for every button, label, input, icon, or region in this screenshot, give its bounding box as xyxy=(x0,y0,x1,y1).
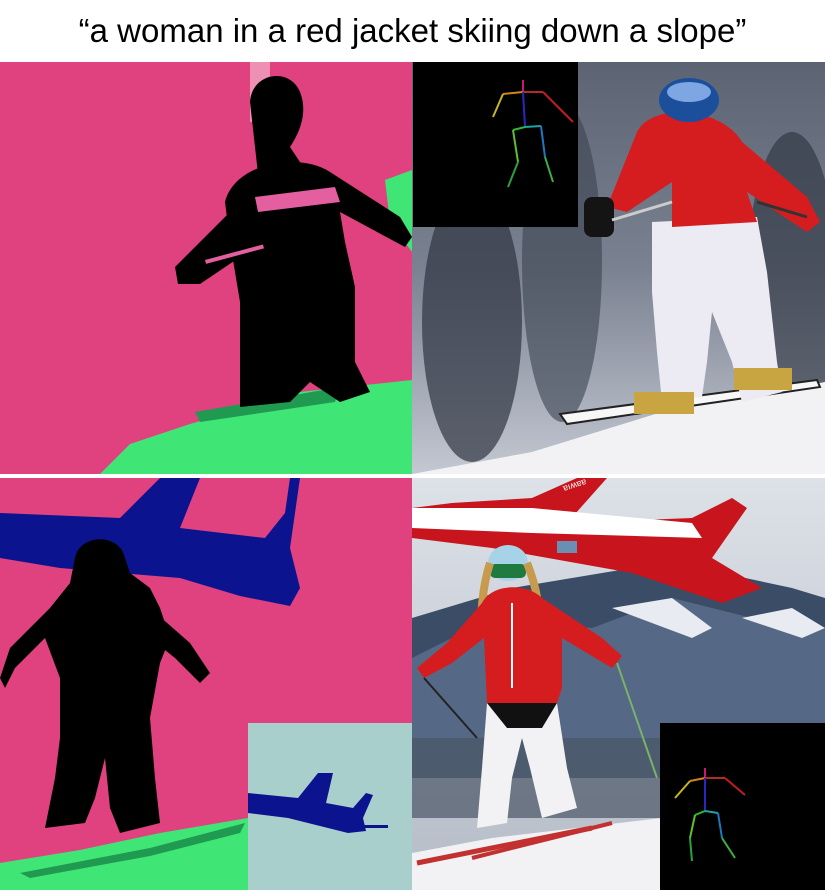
snowboarder-photo-icon xyxy=(412,62,825,474)
pose-skeleton-icon xyxy=(660,723,825,890)
caption: “a woman in a red jacket skiing down a s… xyxy=(78,12,747,49)
pose-inset-bottom xyxy=(660,723,825,890)
segmentation-map-skier-icon xyxy=(0,62,412,474)
pose-skeleton-icon xyxy=(413,62,578,227)
airplane-segmentation-icon xyxy=(248,723,412,890)
airplane-segmentation-inset xyxy=(248,723,412,890)
segmentation-map-skier-airplane-icon xyxy=(0,478,412,890)
segmentation-panel-bottom-left xyxy=(0,478,412,890)
snowboarder-photo-panel xyxy=(412,62,825,474)
segmentation-panel-top-left xyxy=(0,62,412,474)
pose-inset-top xyxy=(413,62,578,227)
